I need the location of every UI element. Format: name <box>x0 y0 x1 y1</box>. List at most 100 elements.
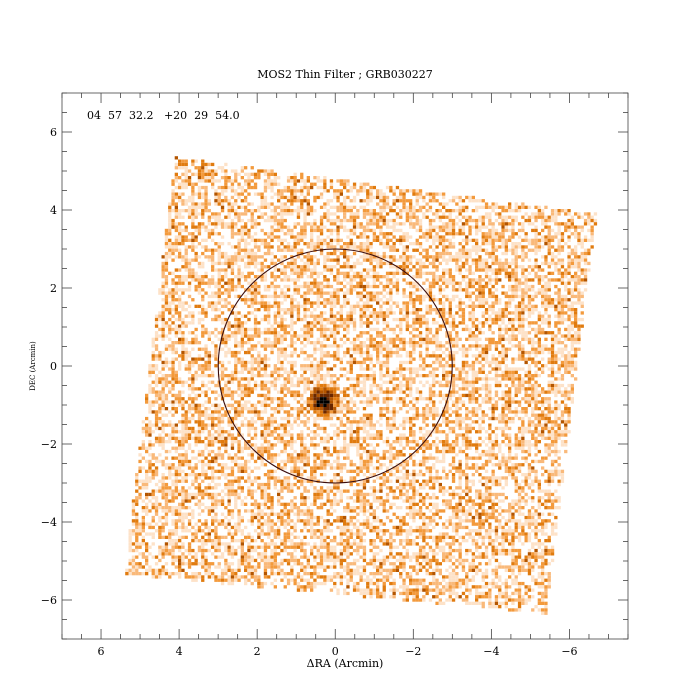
image-pixel <box>220 298 225 302</box>
image-pixel <box>425 228 429 233</box>
image-pixel <box>263 195 268 200</box>
image-pixel <box>537 268 541 272</box>
image-pixel <box>468 218 472 223</box>
image-pixel <box>227 324 231 328</box>
image-pixel <box>478 354 482 358</box>
image-pixel <box>227 199 231 203</box>
image-pixel <box>359 205 363 209</box>
image-pixel <box>379 350 383 355</box>
image-pixel <box>362 377 367 381</box>
image-pixel <box>217 291 221 295</box>
image-pixel <box>336 354 340 358</box>
image-pixel <box>329 344 334 348</box>
image-pixel <box>564 311 568 315</box>
image-pixel <box>201 195 205 200</box>
image-pixel <box>247 291 251 295</box>
image-pixel <box>498 380 502 384</box>
image-pixel <box>217 367 221 371</box>
image-pixel <box>263 202 268 206</box>
image-pixel <box>564 334 568 338</box>
image-pixel <box>240 314 244 318</box>
image-pixel <box>197 192 202 196</box>
image-pixel <box>448 311 452 315</box>
image-pixel <box>201 172 205 176</box>
image-pixel <box>234 179 238 183</box>
image-pixel <box>369 209 373 213</box>
image-pixel <box>191 192 195 196</box>
image-pixel <box>339 374 343 378</box>
image-pixel <box>316 294 320 299</box>
image-pixel <box>253 344 258 348</box>
image-pixel <box>498 261 502 266</box>
image-pixel <box>201 364 205 368</box>
image-pixel <box>227 222 231 226</box>
image-pixel <box>240 271 244 275</box>
image-pixel <box>448 238 452 242</box>
image-pixel <box>362 255 367 259</box>
image-pixel <box>336 311 340 315</box>
image-pixel <box>191 209 195 213</box>
image-pixel <box>461 232 466 236</box>
image-pixel <box>494 205 499 209</box>
image-pixel <box>184 324 188 328</box>
image-pixel <box>402 189 406 193</box>
image-pixel <box>260 228 264 233</box>
image-pixel <box>247 367 251 371</box>
image-pixel <box>214 192 218 196</box>
image-pixel <box>323 265 327 269</box>
image-pixel <box>425 341 429 345</box>
image-pixel <box>369 327 373 332</box>
image-pixel <box>244 294 248 299</box>
image-pixel <box>356 334 360 338</box>
image-pixel <box>343 202 347 206</box>
image-pixel <box>224 354 228 358</box>
image-pixel <box>293 189 297 193</box>
image-pixel <box>392 255 396 259</box>
image-pixel <box>168 344 172 348</box>
image-pixel <box>376 215 380 219</box>
image-pixel <box>343 251 347 256</box>
image-pixel <box>405 255 409 259</box>
image-pixel <box>234 367 238 371</box>
image-pixel <box>310 364 314 368</box>
image-pixel <box>478 301 482 305</box>
image-pixel <box>376 314 380 318</box>
image-pixel <box>230 225 235 229</box>
image-pixel <box>201 212 205 216</box>
image-pixel <box>527 374 532 378</box>
image-pixel <box>240 393 244 398</box>
image-pixel <box>273 172 277 176</box>
image-pixel <box>352 284 357 289</box>
image-pixel <box>461 354 466 358</box>
image-pixel <box>488 275 492 279</box>
image-pixel <box>511 317 515 322</box>
image-pixel <box>277 334 281 338</box>
image-pixel <box>267 308 271 312</box>
image-pixel <box>283 350 287 355</box>
image-pixel <box>359 235 363 239</box>
image-pixel <box>174 255 178 259</box>
image-pixel <box>154 380 159 384</box>
image-pixel <box>187 341 192 345</box>
image-pixel <box>323 390 327 394</box>
image-pixel <box>475 337 479 341</box>
image-pixel <box>527 222 532 226</box>
image-pixel <box>227 334 231 338</box>
image-pixel <box>455 337 459 341</box>
image-pixel <box>267 344 271 348</box>
image-pixel <box>273 317 277 322</box>
image-pixel <box>534 350 538 355</box>
image-pixel <box>214 291 218 295</box>
image-pixel <box>244 387 248 391</box>
image-pixel <box>319 334 324 338</box>
image-pixel <box>286 275 291 279</box>
image-pixel <box>326 245 330 249</box>
image-pixel <box>481 311 485 315</box>
image-pixel <box>161 324 165 328</box>
image-pixel <box>270 218 274 223</box>
image-pixel <box>224 281 228 285</box>
image-pixel <box>171 327 175 332</box>
image-pixel <box>211 215 215 219</box>
image-pixel <box>468 294 472 299</box>
image-pixel <box>329 298 334 302</box>
